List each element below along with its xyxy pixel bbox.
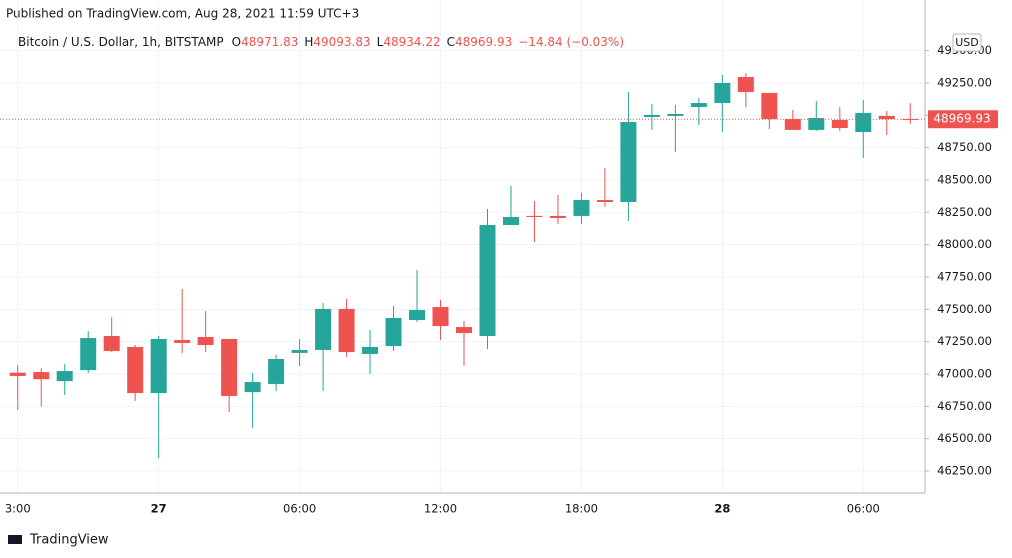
ohlc-letter: O [232,35,241,49]
symbol-header: Bitcoin / U.S. Dollar, 1h, BITSTAMP O4897… [18,35,624,49]
candle-body [432,307,449,327]
ohlc-letter: C [447,35,455,49]
candle-body [150,338,167,394]
ohlc-letter: L [377,35,384,49]
ohlc-value: 48969.93 [455,35,512,49]
candle-body [878,115,895,120]
candle-body [549,215,566,219]
currency-box [952,33,982,52]
candle-body [409,309,426,321]
ohlc-value: 49093.83 [313,35,370,49]
candle-body [761,92,778,120]
candle-body [643,114,660,117]
ohlc-letter: H [304,35,313,49]
x-tick-label: 18:00 [565,502,598,516]
candle-body [456,327,472,333]
y-tick-label: 47750.00 [937,269,992,283]
last-price-box [928,110,998,129]
candle-body [855,112,872,132]
x-tick-label: 06:00 [283,502,316,516]
candle-body [502,216,519,225]
y-tick-label: 49250.00 [937,75,992,89]
y-tick-label: 47000.00 [937,367,992,381]
symbol: Bitcoin / U.S. Dollar, 1h, BITSTAMP [18,35,224,49]
candle-body [596,200,613,202]
candle-body [620,122,637,202]
candle-body [268,358,285,384]
candle-body [526,215,543,217]
candle-body [80,338,97,371]
candle-body [33,372,50,380]
currency: USD [955,36,979,49]
candle-body [902,118,919,120]
candle-body [573,200,590,216]
footer: TradingView [29,533,109,548]
y-tick-label: 46750.00 [937,399,992,413]
logo-icon [8,535,22,544]
candle-body [784,119,801,130]
x-tick-label: 12:00 [424,502,457,516]
ohlc-value: 48971.83 [241,35,298,49]
candle-body [56,371,73,382]
candle-body [667,114,684,116]
candle-body [737,77,754,93]
x-tick-label: 28 [714,502,730,516]
y-tick-label: 46250.00 [937,464,992,478]
y-tick-label: 48750.00 [937,140,992,154]
published: Published on TradingView.com, Aug 28, 20… [6,7,359,21]
ohlc-value: 48934.22 [383,35,440,49]
candle-body [808,118,825,130]
candle-body [385,317,402,347]
candle-body [315,308,332,350]
x-tick-label: 06:00 [847,502,880,516]
y-tick-label: 48500.00 [937,172,992,186]
y-tick-label: 48000.00 [937,237,992,251]
y-tick-label: 47250.00 [937,334,992,348]
candle-body [338,308,355,353]
y-tick-label: 47500.00 [937,302,992,316]
change: −14.84 (−0.03%) [518,35,624,49]
candle-body [103,335,120,351]
candle-body [690,103,707,108]
candle-body [362,346,379,354]
x-tick-label: 3:00 [5,502,31,516]
candle-body [831,119,848,128]
candle-body [221,338,238,396]
candle-body [197,337,214,346]
y-tick-label: 46500.00 [937,431,992,445]
last-price-label: 48969.93 [933,112,990,126]
candle-body [291,349,308,353]
candle-body [244,382,261,393]
candle-body [479,224,496,336]
x-tick-label: 27 [151,502,167,516]
candle-body [714,82,731,104]
footer-logo: TradingView [8,533,109,548]
y-tick-label: 48250.00 [937,205,992,219]
candle-body [127,346,144,394]
candle-body [174,339,191,343]
candle-body [9,372,26,376]
